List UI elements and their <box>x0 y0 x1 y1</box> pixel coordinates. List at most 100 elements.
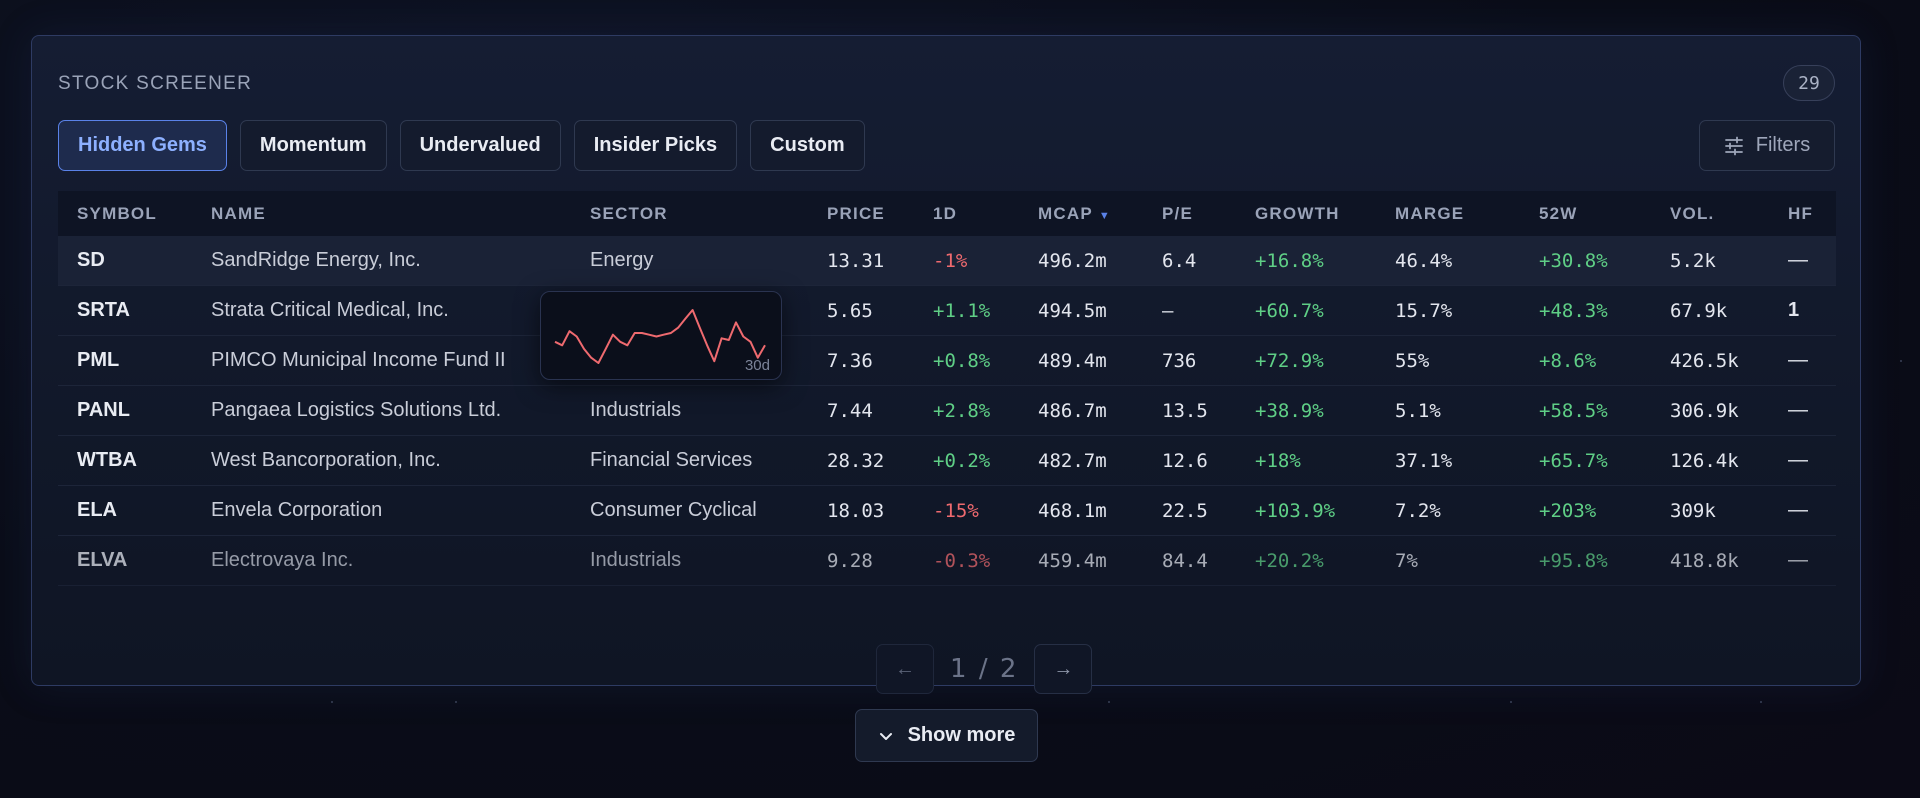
cell-sector: Industrials <box>590 399 682 421</box>
cell-sector: Consumer Cyclical <box>590 499 757 521</box>
col-hf[interactable]: HF <box>1788 203 1814 223</box>
cell-growth: +16.8% <box>1255 249 1324 272</box>
cell-vol: 306.9k <box>1670 399 1739 422</box>
cell-growth: +20.2% <box>1255 549 1324 572</box>
cell-marge: 55% <box>1395 349 1430 372</box>
tab-insider-picks[interactable]: Insider Picks <box>573 120 738 171</box>
col-52w[interactable]: 52W <box>1539 203 1578 223</box>
col-name[interactable]: NAME <box>211 203 266 223</box>
cell-mcap: 468.1m <box>1038 499 1107 522</box>
cell-growth: +103.9% <box>1255 499 1336 522</box>
cell-hf: — <box>1788 449 1808 471</box>
tab-undervalued[interactable]: Undervalued <box>399 120 561 171</box>
col-price[interactable]: PRICE <box>827 203 885 223</box>
cell-marge: 5.1% <box>1395 399 1441 422</box>
cell-1d: +0.8% <box>933 349 991 372</box>
cell-pe: — <box>1162 299 1174 322</box>
cell-marge: 15.7% <box>1395 299 1453 322</box>
col-symbol[interactable]: SYMBOL <box>77 203 157 223</box>
cell-name: Electrovaya Inc. <box>211 549 354 571</box>
cell-pe: 6.4 <box>1162 249 1197 272</box>
table-row[interactable]: SD SandRidge Energy, Inc. Energy 13.31 -1% 49… <box>58 236 1836 286</box>
col-mcap[interactable]: MCAP ▼ <box>1019 204 1143 224</box>
table-row[interactable]: WTBA West Bancorporation, Inc. Financial S… <box>58 436 1836 486</box>
cell-vol: 418.8k <box>1670 549 1739 572</box>
cell-52w: +203% <box>1539 499 1597 522</box>
cell-name: Pangaea Logistics Solutions Ltd. <box>211 399 502 421</box>
cell-mcap: 496.2m <box>1038 249 1107 272</box>
cell-growth: +38.9% <box>1255 399 1324 422</box>
cell-1d: +0.2% <box>933 449 991 472</box>
table-row[interactable]: ELA Envela Corporation Consumer Cyclical 18… <box>58 486 1836 536</box>
cell-52w: +58.5% <box>1539 399 1608 422</box>
cell-vol: 5.2k <box>1670 249 1716 272</box>
show-more-label: Show more <box>907 724 1016 746</box>
cell-sector: Energy <box>590 249 654 271</box>
sparkline-period: 30d <box>744 357 770 374</box>
cell-name: PIMCO Municipal Income Fund II <box>211 349 506 371</box>
cell-mcap: 459.4m <box>1038 549 1107 572</box>
prev-page-button[interactable]: ← <box>876 644 934 694</box>
total-pages: 2 <box>999 654 1019 684</box>
show-more-button[interactable]: Show more <box>855 709 1038 762</box>
cell-52w: +8.6% <box>1539 349 1597 372</box>
table-row[interactable]: PML PIMCO Municipal Income Fund II 7.36 +0.… <box>58 336 1836 386</box>
preset-tabs: Hidden Gems Momentum Undervalued Insider… <box>58 120 865 171</box>
cell-growth: +18% <box>1255 449 1301 472</box>
cell-1d: +2.8% <box>933 399 991 422</box>
cell-marge: 7% <box>1395 549 1418 572</box>
cell-marge: 46.4% <box>1395 249 1453 272</box>
cell-hf: 1 <box>1788 299 1800 321</box>
cell-52w: +95.8% <box>1539 549 1608 572</box>
cell-price: 13.31 <box>827 249 885 272</box>
cell-growth: +72.9% <box>1255 349 1324 372</box>
cell-price: 18.03 <box>827 499 885 522</box>
cell-52w: +48.3% <box>1539 299 1608 322</box>
next-page-button[interactable]: → <box>1034 644 1093 694</box>
cell-1d: +1.1% <box>933 299 991 322</box>
col-growth[interactable]: GROWTH <box>1255 203 1340 223</box>
cell-mcap: 482.7m <box>1038 449 1107 472</box>
chevron-down-icon <box>879 732 892 740</box>
tab-hidden-gems[interactable]: Hidden Gems <box>58 120 227 171</box>
col-mcap-label: MCAP <box>1038 203 1093 223</box>
cell-price: 28.32 <box>827 449 885 472</box>
table-row[interactable]: PANL Pangaea Logistics Solutions Ltd. Indu… <box>58 386 1836 436</box>
cell-pe: 84.4 <box>1162 549 1208 572</box>
cell-1d: -15% <box>933 499 979 522</box>
cell-hf: — <box>1788 399 1808 421</box>
col-sector[interactable]: SECTOR <box>590 203 668 223</box>
cell-price: 5.65 <box>827 299 873 322</box>
cell-hf: — <box>1788 549 1808 571</box>
table-row[interactable]: ELVA Electrovaya Inc. Industrials 9.28 -0.3%… <box>58 536 1836 586</box>
filters-button[interactable]: Filters <box>1699 120 1835 171</box>
col-1d[interactable]: 1D <box>933 203 958 223</box>
cell-mcap: 486.7m <box>1038 399 1107 422</box>
cell-symbol: WTBA <box>77 449 137 471</box>
cell-pe: 736 <box>1162 349 1197 372</box>
cell-pe: 12.6 <box>1162 449 1208 472</box>
cell-52w: +65.7% <box>1539 449 1608 472</box>
sort-desc-icon: ▼ <box>1098 209 1111 222</box>
cell-hf: — <box>1788 249 1808 271</box>
cell-hf: — <box>1788 499 1808 521</box>
cell-symbol: SRTA <box>77 299 130 321</box>
table-row[interactable]: SRTA Strata Critical Medical, Inc. 5.65 +1.… <box>58 286 1836 336</box>
col-marge[interactable]: MARGE <box>1395 203 1465 223</box>
cell-52w: +30.8% <box>1539 249 1608 272</box>
cell-price: 7.44 <box>827 399 873 422</box>
cell-vol: 309k <box>1670 499 1716 522</box>
cell-name: Envela Corporation <box>211 499 383 521</box>
col-vol[interactable]: VOL. <box>1670 203 1715 223</box>
result-count-badge: 29 <box>1783 65 1835 101</box>
tab-custom[interactable]: Custom <box>750 120 865 171</box>
col-pe[interactable]: P/E <box>1162 203 1194 223</box>
page-indicator: 1 / 2 <box>950 654 1018 684</box>
tab-momentum[interactable]: Momentum <box>239 120 387 171</box>
cell-symbol: PANL <box>77 399 130 421</box>
cell-price: 9.28 <box>827 549 873 572</box>
filters-label: Filters <box>1755 134 1811 156</box>
page-separator: / <box>978 654 990 684</box>
cell-1d: -1% <box>933 249 968 272</box>
cell-name: Strata Critical Medical, Inc. <box>211 299 449 321</box>
